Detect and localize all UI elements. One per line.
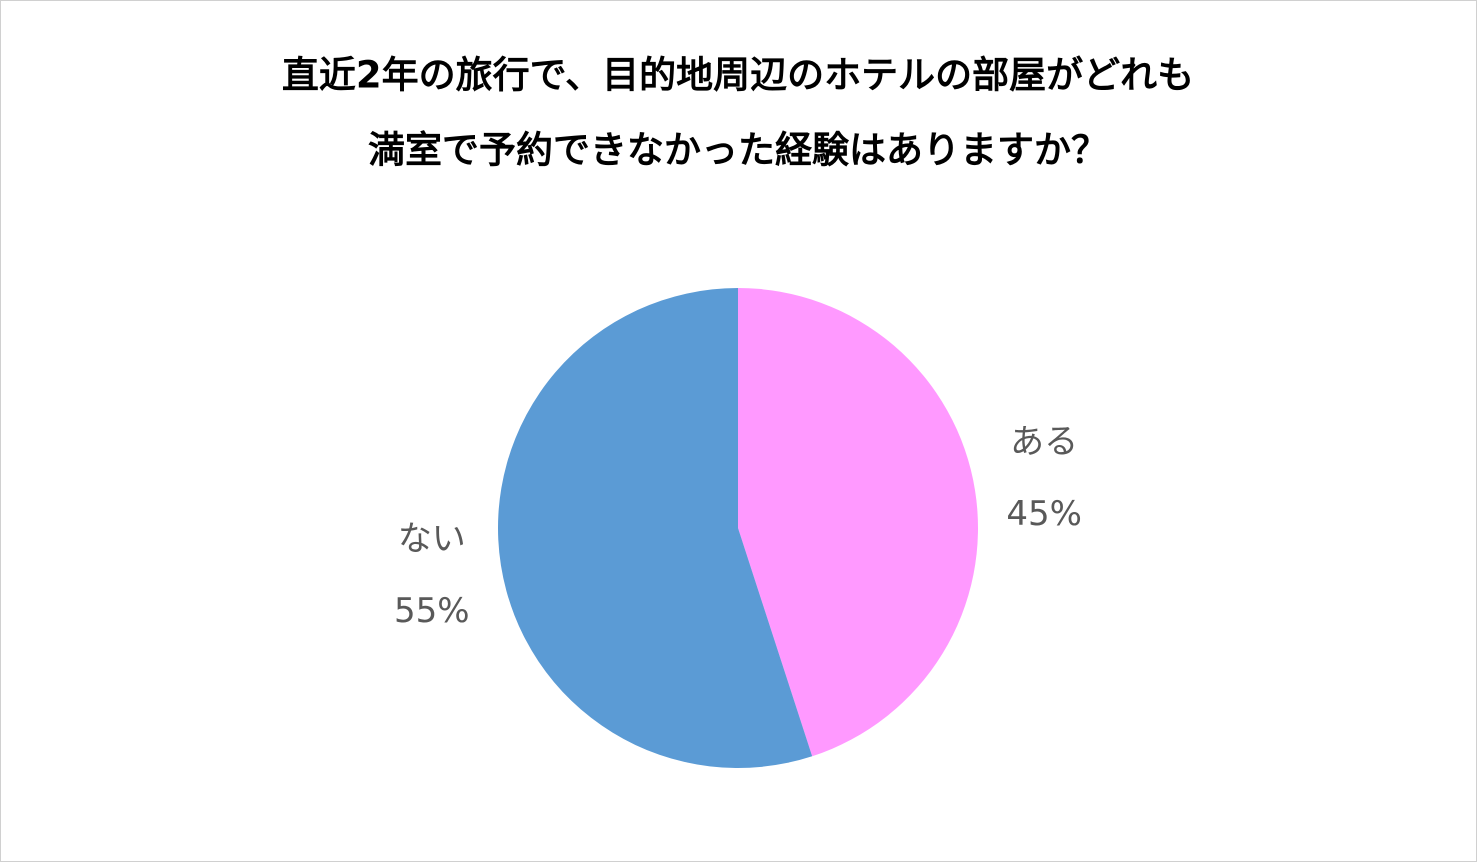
pie-slice xyxy=(738,288,978,757)
value-label: 45% xyxy=(1006,494,1082,534)
pie-slice xyxy=(497,288,813,768)
slice-label: ない xyxy=(398,519,466,559)
chart-title: 直近2年の旅行で、目的地周辺のホテルの部屋がどれも xyxy=(282,54,1194,97)
slice-label: ある xyxy=(1010,422,1078,462)
value-label: 55% xyxy=(394,591,470,631)
chart-title: 満室で予約できなかった経験はありますか？ xyxy=(368,129,1108,172)
